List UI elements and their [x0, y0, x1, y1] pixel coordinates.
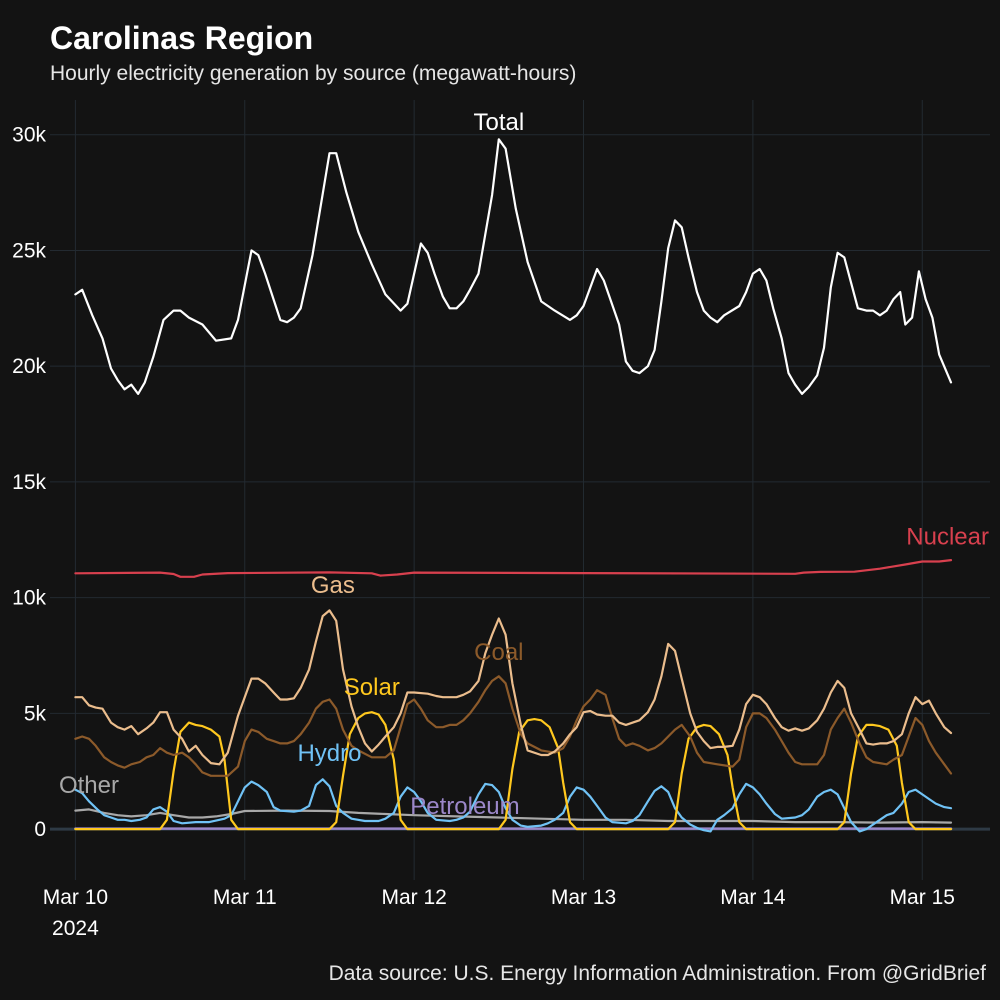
series-line-nuclear [74, 559, 953, 578]
x-tick-label: Mar 10 [43, 886, 108, 909]
series-line-coal [74, 675, 953, 777]
x-tick-sublabel: 2024 [52, 917, 99, 940]
gridlines [50, 100, 990, 880]
y-tick-label: 5k [24, 702, 47, 725]
series-line-solar [74, 711, 953, 831]
y-tick-label: 20k [12, 355, 46, 378]
series-line-other [74, 808, 953, 824]
x-tick-label: Mar 14 [720, 886, 786, 909]
series-line-total [74, 138, 953, 395]
series-label-hydro: Hydro [297, 740, 361, 767]
series-label-coal: Coal [474, 639, 523, 666]
chart-subtitle: Hourly electricity generation by source … [50, 62, 577, 85]
series-line-gas [74, 609, 953, 766]
y-tick-label: 0 [34, 818, 46, 841]
data-source-caption: Data source: U.S. Energy Information Adm… [328, 962, 986, 985]
series-label-other: Other [59, 772, 119, 799]
axis-labels: 0 5k 10k 15k 20k 25k 30k Mar 10 2024 Mar 11 Mar 12… [12, 124, 955, 940]
series-labels: Total Nuclear Gas Coal Solar Hydro Other Petrol… [59, 109, 989, 820]
x-tick-label: Mar 13 [551, 886, 616, 909]
series-label-gas: Gas [311, 572, 355, 599]
x-tick-label: Mar 15 [890, 886, 955, 909]
x-tick-label: Mar 11 [213, 886, 277, 909]
y-tick-label: 30k [12, 124, 46, 147]
series-lines [74, 138, 953, 833]
x-tick-label: Mar 12 [381, 886, 446, 909]
series-label-nuclear: Nuclear [906, 523, 989, 550]
y-tick-label: 25k [12, 239, 46, 262]
series-label-solar: Solar [344, 674, 400, 701]
y-tick-label: 15k [12, 471, 46, 494]
series-label-petroleum: Petroleum [410, 793, 519, 820]
y-tick-label: 10k [12, 587, 46, 610]
series-label-total: Total [473, 109, 524, 136]
chart-title: Carolinas Region [50, 20, 314, 56]
